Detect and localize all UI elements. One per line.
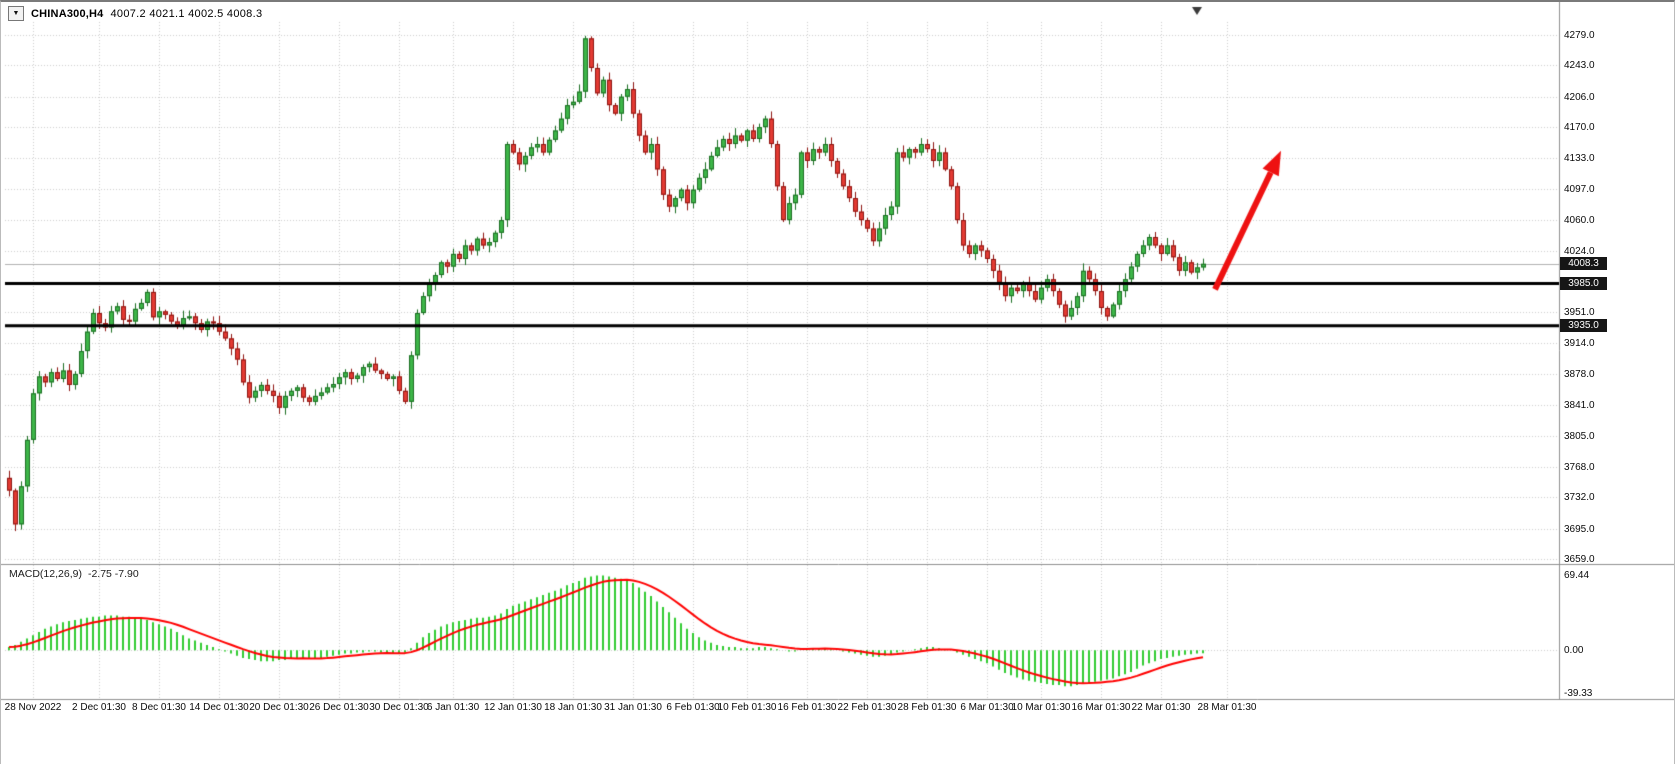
macd-tick-label: -39.33 [1564,688,1593,699]
time-axis[interactable]: 28 Nov 2022 2 Dec 01:30 8 Dec 01:30 14 Dec … [1,699,1674,721]
hline-price-badge: 3985.0 [1560,276,1607,290]
time-axis-label: 26 Dec 01:30 [309,702,369,713]
macd-values: -2.75 -7.90 [87,568,139,580]
time-axis-label: 6 Feb 01:30 [666,702,720,713]
price-tick-label: 4170.0 [1564,122,1595,134]
price-tick-label: 4279.0 [1564,30,1595,41]
price-tick-label: 3659.0 [1564,554,1595,565]
time-axis-label: 8 Dec 01:30 [132,702,186,713]
time-axis-label: 28 Nov 2022 [4,702,62,713]
macd-tick-label: 0.00 [1564,645,1584,657]
price-tick-label: 4243.0 [1564,60,1595,72]
time-axis-label: 30 Dec 01:30 [369,702,429,713]
macd-tick-label: 69.44 [1564,570,1590,581]
price-tick-label: 3732.0 [1564,492,1595,504]
time-axis-label: 31 Jan 01:30 [604,702,662,713]
price-tick-label: 3695.0 [1564,523,1595,535]
price-tick-label: 3951.0 [1564,307,1595,319]
price-tick-label: 3878.0 [1564,368,1595,380]
price-tick-label: 4097.0 [1564,183,1595,195]
chart-dropdown-button[interactable]: ▼ [8,6,24,21]
hline-price-badge: 3935.0 [1560,319,1607,333]
price-axis[interactable]: 4279.0 4243.0 4206.0 4170.0 4133.0 4097.0 4060… [1559,2,1674,699]
time-axis-label: 10 Mar 01:30 [1011,702,1071,713]
symbol-title: ▼ CHINA300,H4 4007.2 4021.1 4002.5 4008.… [8,6,262,21]
price-tick-label: 4133.0 [1564,153,1595,165]
price-tick-label: 3768.0 [1564,461,1595,473]
time-axis-label: 6 Jan 01:30 [426,702,480,713]
ohlc-values: 4007.2 4021.1 4002.5 4008.3 [110,7,263,20]
time-axis-label: 6 Mar 01:30 [960,702,1014,713]
macd-name: MACD(12,26,9) [9,568,82,580]
time-axis-label: 2 Dec 01:30 [72,702,126,713]
price-tick-label: 3841.0 [1564,400,1595,412]
time-axis-label: 16 Mar 01:30 [1071,702,1131,713]
time-axis-label: 20 Dec 01:30 [249,702,309,713]
chevron-down-icon: ▼ [12,10,20,17]
price-tick-label: 4206.0 [1564,91,1595,103]
price-tick-label: 3914.0 [1564,338,1595,350]
time-axis-label: 14 Dec 01:30 [189,702,249,713]
price-tick-label: 3805.0 [1564,430,1595,442]
time-axis-label: 28 Mar 01:30 [1197,702,1257,713]
time-axis-label: 16 Feb 01:30 [777,702,837,713]
symbol-name: CHINA300,H4 [31,7,104,20]
time-axis-label: 18 Jan 01:30 [544,702,602,713]
time-axis-label: 22 Mar 01:30 [1131,702,1191,713]
trend-arrow-annotation[interactable] [1206,135,1298,295]
time-axis-label: 12 Jan 01:30 [484,702,542,713]
time-axis-label: 10 Feb 01:30 [717,702,777,713]
time-axis-label: 22 Feb 01:30 [837,702,897,713]
price-tick-label: 4060.0 [1564,215,1595,227]
time-axis-label: 28 Feb 01:30 [897,702,957,713]
price-tick-label: 4024.0 [1564,245,1595,257]
macd-indicator-label: MACD(12,26,9) -2.75 -7.90 [9,568,145,580]
current-price-badge: 4008.3 [1560,257,1607,271]
